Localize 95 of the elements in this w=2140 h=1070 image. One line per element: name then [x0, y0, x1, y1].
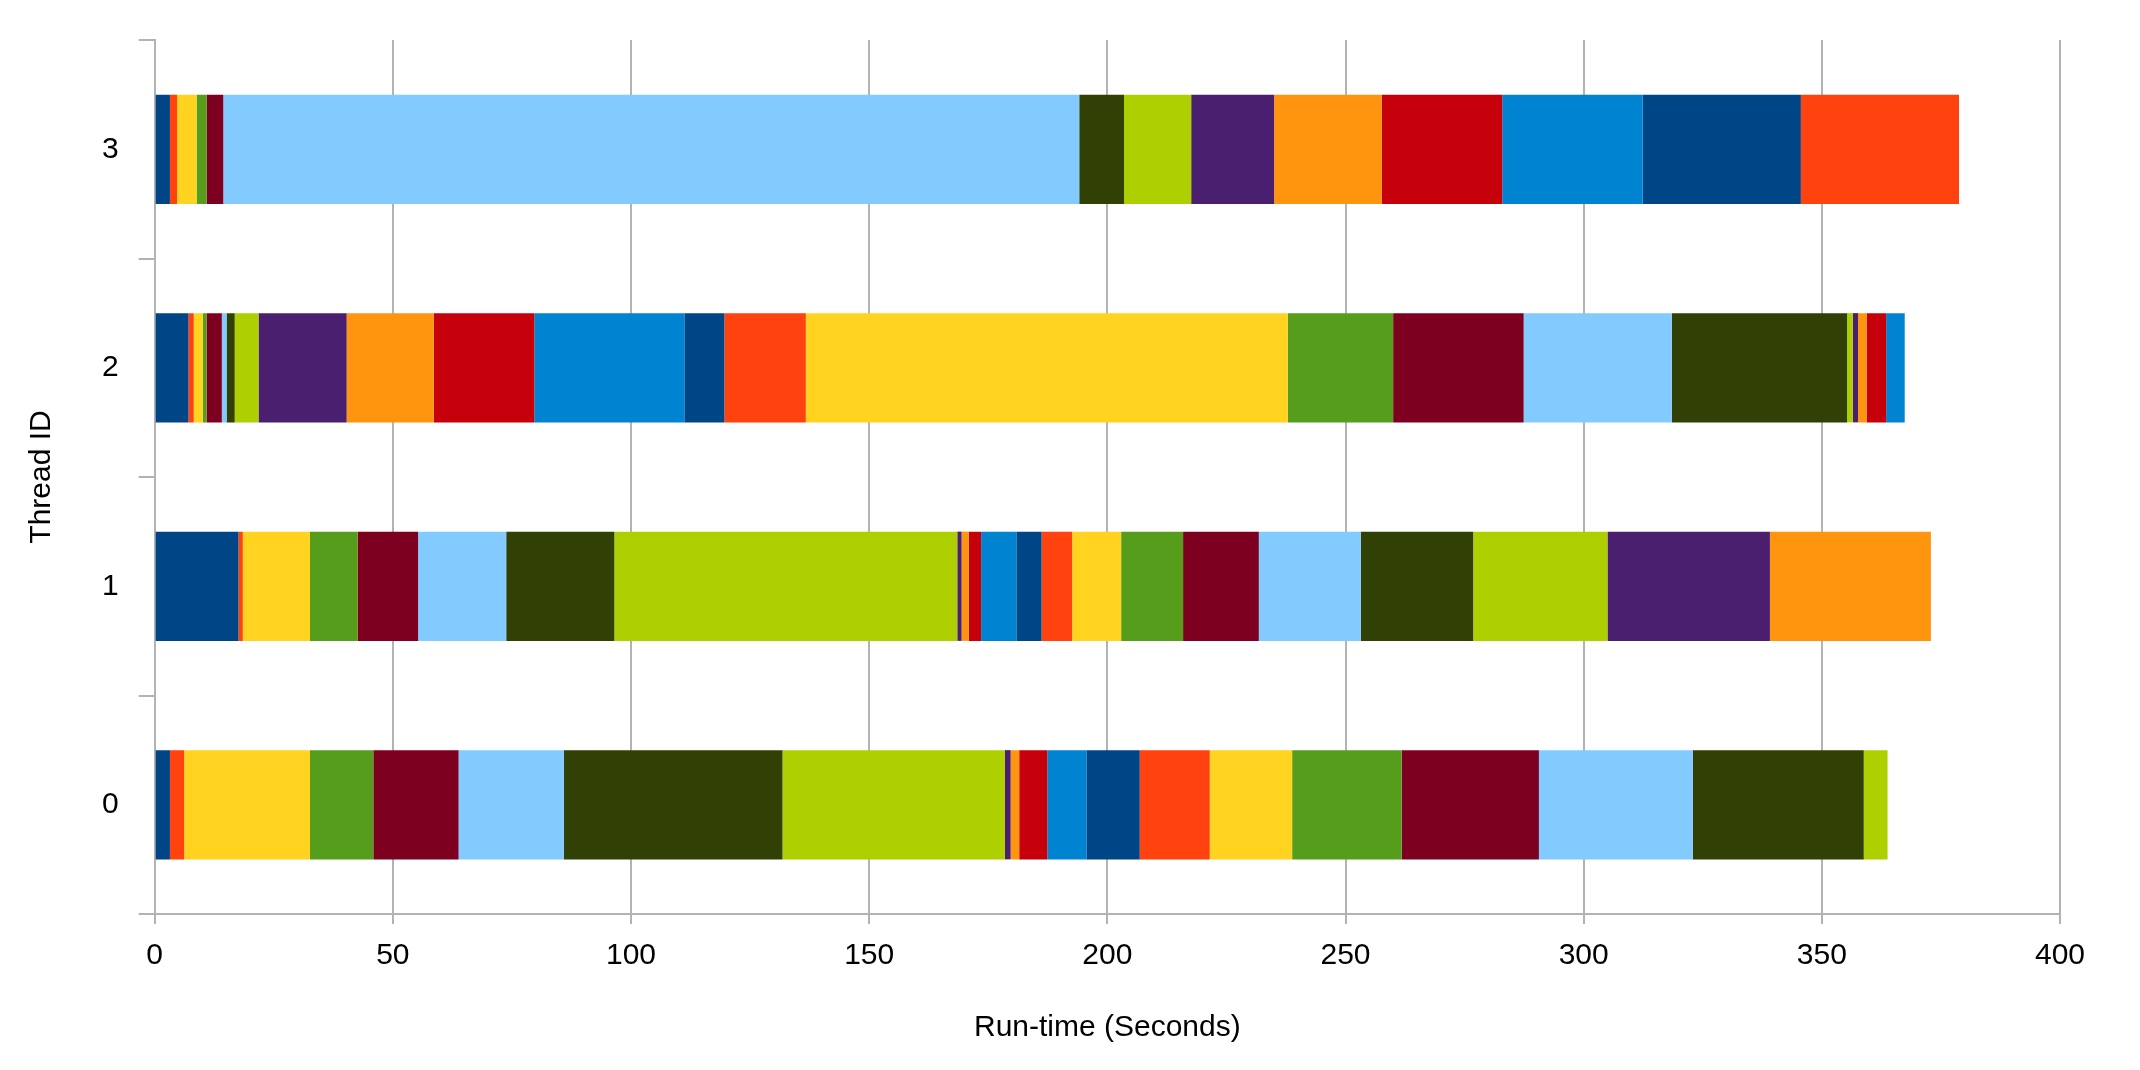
bar	[346, 313, 434, 423]
bar	[1191, 94, 1275, 204]
x-axis-title: Run-time (Seconds)	[973, 1009, 1241, 1043]
bar	[1047, 750, 1087, 860]
bar	[223, 94, 1080, 204]
bar	[169, 750, 185, 860]
bar	[1886, 313, 1905, 423]
bar	[563, 750, 783, 860]
bar	[782, 750, 1005, 860]
bar	[1121, 531, 1184, 641]
y-axis-title: Thread ID	[23, 410, 57, 544]
bar	[1852, 313, 1859, 423]
bar	[1292, 750, 1402, 860]
bar	[169, 94, 178, 204]
y-tick-label: 2	[102, 349, 119, 383]
bar	[226, 313, 235, 423]
bar	[1072, 531, 1122, 641]
bar	[242, 531, 310, 641]
bar	[1139, 750, 1210, 860]
bar	[1863, 750, 1888, 860]
bar	[506, 531, 615, 641]
bar	[961, 531, 969, 641]
bar	[357, 531, 419, 641]
bar	[957, 531, 962, 641]
x-tick-label: 200	[1082, 937, 1133, 971]
x-tick-label: 250	[1320, 937, 1371, 971]
bar	[1401, 750, 1539, 860]
bar	[309, 750, 374, 860]
bar	[202, 313, 207, 423]
bar	[1010, 750, 1020, 860]
bar	[1004, 750, 1011, 860]
bar	[234, 313, 259, 423]
bar	[1079, 94, 1125, 204]
x-tick-label: 100	[605, 937, 657, 971]
bar	[981, 531, 1017, 641]
bar	[238, 531, 243, 641]
bar	[1016, 531, 1042, 641]
bar	[684, 313, 725, 423]
bar	[373, 750, 459, 860]
bar	[184, 750, 310, 860]
bar	[1671, 313, 1848, 423]
bar	[1502, 94, 1643, 204]
bar	[1523, 313, 1672, 423]
y-tick-label: 3	[102, 130, 119, 164]
bar	[458, 750, 564, 860]
bar	[188, 313, 194, 423]
bar	[805, 313, 1288, 423]
bar	[433, 313, 535, 423]
bar	[193, 313, 203, 423]
bar	[1858, 313, 1867, 423]
bar	[155, 750, 170, 860]
bar	[1360, 531, 1474, 641]
bar	[1393, 313, 1524, 423]
x-tick-label: 0	[146, 937, 164, 971]
bar	[968, 531, 982, 641]
bar	[1287, 313, 1394, 423]
bar	[1692, 750, 1864, 860]
bar	[1124, 94, 1192, 204]
bar	[206, 313, 222, 423]
bar	[1769, 531, 1931, 641]
bar	[614, 531, 958, 641]
bar	[221, 313, 227, 423]
bar	[196, 94, 207, 204]
bar	[309, 531, 358, 641]
bar	[418, 531, 507, 641]
bar	[534, 313, 685, 423]
x-tick-label: 300	[1558, 937, 1609, 971]
y-tick-label: 1	[102, 567, 119, 601]
bar	[1607, 531, 1770, 641]
bar	[1800, 94, 1960, 204]
bar	[1209, 750, 1293, 860]
bar	[1642, 94, 1801, 204]
bar	[177, 94, 197, 204]
x-tick-label: 50	[376, 937, 410, 971]
x-tick-label: 400	[2034, 937, 2086, 971]
bar	[155, 313, 189, 423]
x-tick-label: 150	[844, 937, 895, 971]
bar	[258, 313, 347, 423]
bar	[1538, 750, 1693, 860]
bar	[1041, 531, 1073, 641]
bar	[1019, 750, 1048, 860]
y-tick-label: 0	[102, 786, 119, 820]
bar	[1473, 531, 1608, 641]
x-tick-label: 350	[1796, 937, 1847, 971]
bar	[155, 94, 170, 204]
bar	[1086, 750, 1140, 860]
bar	[1183, 531, 1259, 641]
bar	[1381, 94, 1503, 204]
bar	[155, 531, 239, 641]
bar	[1274, 94, 1382, 204]
bar	[1866, 313, 1887, 423]
bar	[206, 94, 224, 204]
bar	[724, 313, 806, 423]
bar	[1847, 313, 1853, 423]
bar	[1258, 531, 1361, 641]
